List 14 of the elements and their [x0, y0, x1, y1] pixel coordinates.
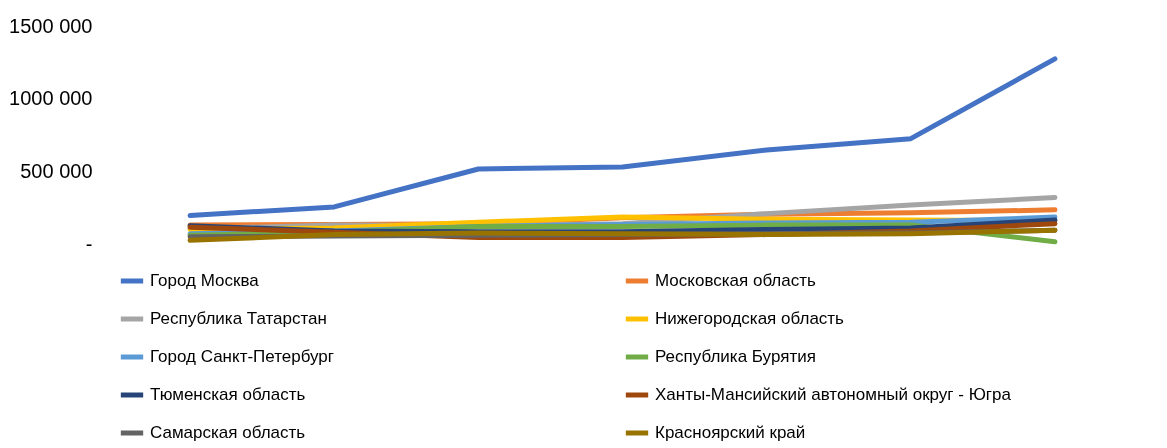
legend-label: Республика Бурятия	[655, 347, 816, 366]
legend-label: Самарская область	[150, 423, 306, 442]
legend-label: Республика Татарстан	[150, 309, 327, 328]
legend-label: Красноярский край	[655, 423, 806, 442]
legend-label: Тюменская область	[150, 385, 306, 404]
legend-label: Город Москва	[150, 271, 260, 290]
y-tick-label: -	[85, 232, 93, 255]
legend-label: Московская область	[655, 271, 817, 290]
y-tick-label: 1000 000	[9, 87, 93, 110]
legend-label: Город Санкт-Петербург	[150, 347, 335, 366]
y-tick-label: 500 000	[20, 159, 93, 182]
y-tick-label: 1500 000	[9, 14, 93, 37]
legend-label: Ханты-Мансийский автономный округ - Югра	[655, 385, 1012, 404]
legend-label: Нижегородская область	[655, 309, 845, 328]
